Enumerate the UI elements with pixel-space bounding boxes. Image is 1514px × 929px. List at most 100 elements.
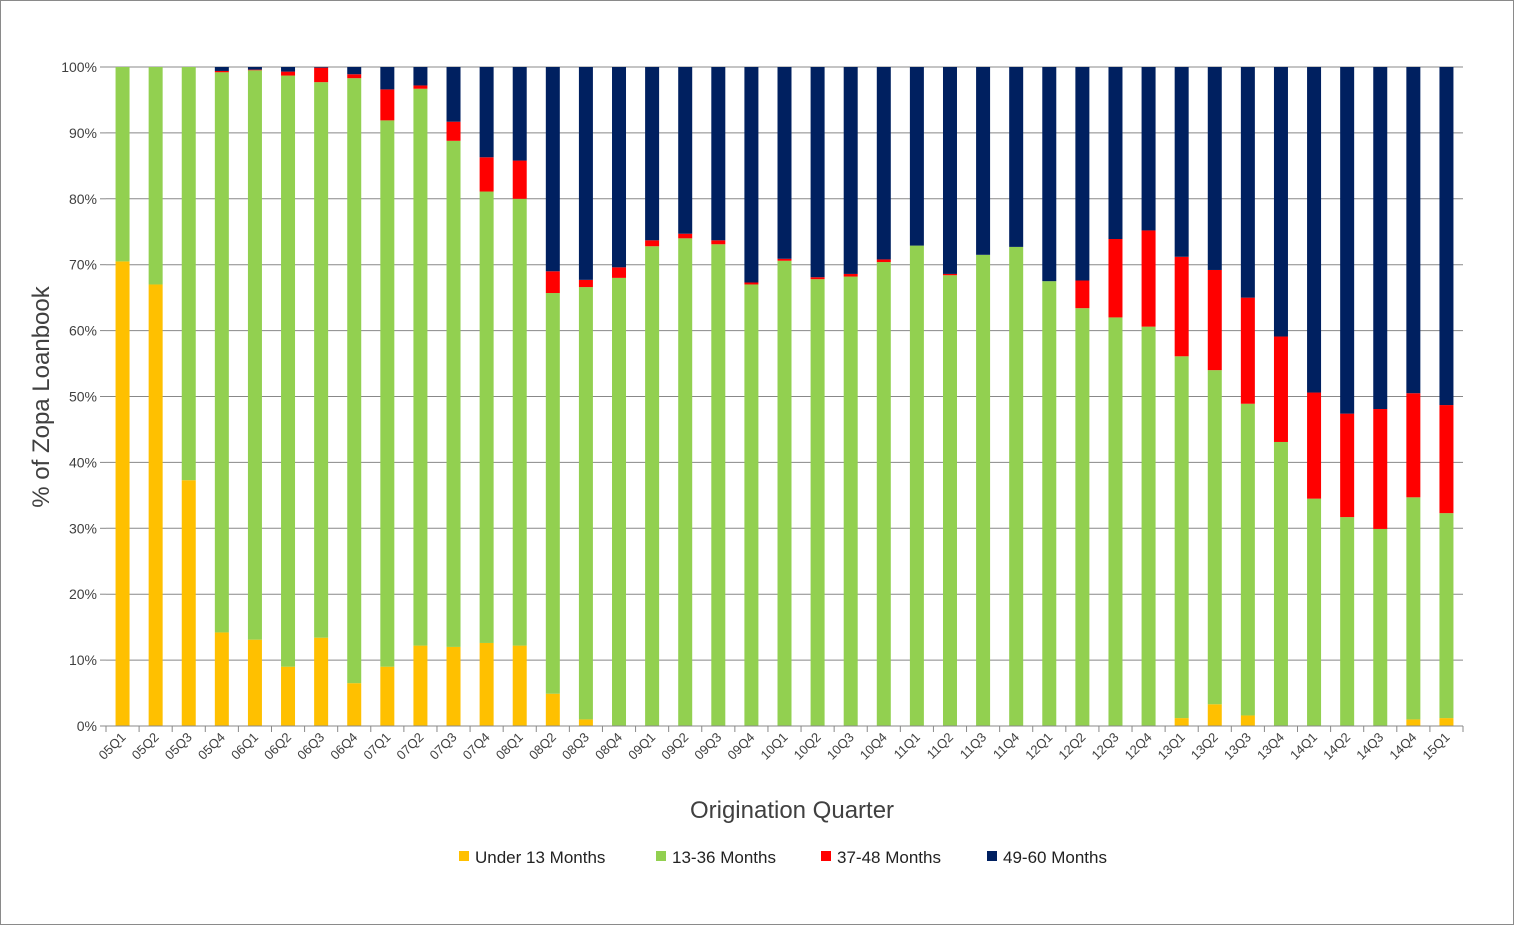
x-axis-title: Origination Quarter [690,797,894,824]
bar-segment [512,67,527,161]
bar-segment [843,67,858,274]
bar-segment [380,67,395,90]
bar-segment [281,75,296,667]
bar-segment [678,233,693,239]
bar-segment [512,198,527,646]
bar-segment [1439,405,1454,514]
bar-segment [810,279,825,726]
bar-segment [843,276,858,726]
bar-segment [1240,403,1255,716]
x-tick-label: 09Q2 [658,730,691,763]
bar-segment [876,259,891,263]
bar-segment [1406,393,1421,498]
y-tick-label: 80% [69,191,97,207]
x-tick-label: 05Q2 [129,730,162,763]
legend-label: Under 13 Months [475,848,605,867]
bar-segment [711,240,726,245]
x-tick-label: 06Q1 [228,730,261,763]
bar-segment [1439,513,1454,719]
y-axis-ticks: 0% 10% 20% 30% 40% 50% 60% 70% 80% 90% 100% [61,59,106,734]
bar-segment [446,67,461,122]
bar-segment [1141,67,1156,231]
bar-segment [314,67,329,68]
legend-label: 49-60 Months [1003,848,1107,867]
bar-segment [942,275,957,726]
bar-segment [1273,441,1288,726]
legend-label: 37-48 Months [837,848,941,867]
bar-segment [1439,718,1454,726]
bar-segment [1406,67,1421,394]
bar-segment [479,67,494,158]
bar-segment [1240,297,1255,404]
bar-segment [545,67,560,272]
bar-segment [1009,67,1024,247]
bar-segment [1307,67,1322,393]
x-tick-label: 06Q4 [327,730,360,763]
x-tick-label: 07Q4 [460,730,493,763]
bar-segment [1075,308,1090,726]
bar-segment [1207,704,1222,726]
bar-segment [744,284,759,726]
x-tick-label: 10Q3 [824,730,857,763]
bar-segment [214,72,229,633]
y-tick-label: 40% [69,454,97,470]
bar-segment [1207,269,1222,371]
bar-segment [214,70,229,73]
bar-segment [1174,356,1189,719]
bar-segment [380,120,395,667]
x-tick-label: 07Q3 [427,730,460,763]
bar-segment [1108,317,1123,726]
bar-segment [413,67,428,86]
bar-segment [612,67,627,268]
x-tick-label: 08Q4 [592,730,625,763]
x-tick-label: 11Q3 [957,730,989,762]
bar-segment [578,279,593,288]
bar-segment [1174,67,1189,257]
x-tick-label: 05Q3 [162,730,195,763]
bar-segment [512,160,527,199]
bar-segment [843,273,858,277]
bar-segment [446,140,461,647]
bar-segment [446,121,461,141]
x-tick-label: 10Q1 [758,730,791,763]
y-axis-title: % of Zopa Loanbook [28,285,55,507]
legend: Under 13 Months 13-36 Months 37-48 Months 4… [459,848,1107,867]
bar-segment [281,666,296,726]
x-tick-label: 11Q2 [924,730,956,762]
x-tick-label: 11Q1 [891,730,923,762]
bar-segment [148,67,163,285]
bar-segment [578,719,593,726]
bar-segment [479,157,494,192]
bar-segment [181,480,196,726]
y-tick-label: 100% [61,59,97,75]
bar-segment [1273,336,1288,442]
bar-segment [1009,246,1024,727]
x-tick-label: 12Q3 [1088,730,1121,763]
bar-segment [976,67,991,255]
y-tick-label: 10% [69,652,97,668]
x-tick-label: 09Q4 [724,730,757,763]
bar-segment [744,67,759,283]
bar-segment [744,282,759,285]
bar-segment [214,632,229,726]
bar-segment [1042,67,1057,282]
bar-segment [1273,67,1288,337]
bar-segment [1174,718,1189,726]
bar-segment [578,67,593,280]
bar-segment [479,642,494,726]
bar-segment [1373,528,1388,726]
bar-segment [1141,326,1156,726]
bar-segment [1108,238,1123,318]
bar-segment [777,260,792,726]
bar-segment [1174,256,1189,357]
bar-segment [645,67,660,241]
x-tick-label: 12Q4 [1122,730,1155,763]
x-tick-label: 14Q4 [1386,730,1419,763]
bar-segment [247,70,262,640]
x-tick-label: 05Q4 [195,730,228,763]
bar-segment [314,82,329,638]
bar-segment [1373,67,1388,410]
bar-segment [1340,517,1355,726]
